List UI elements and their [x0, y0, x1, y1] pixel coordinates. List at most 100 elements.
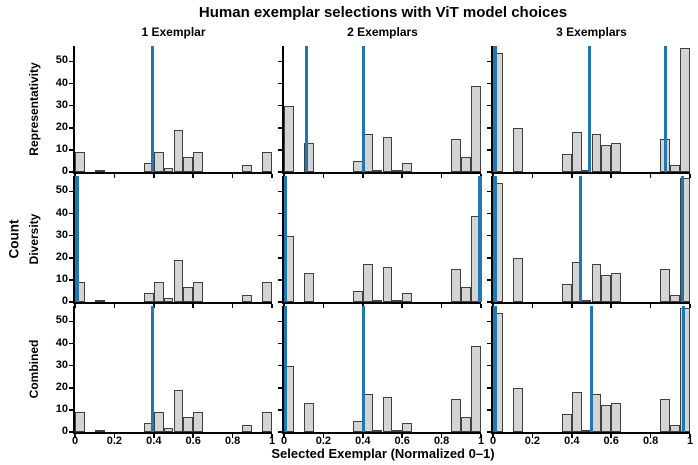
histogram-bar	[561, 284, 572, 302]
y-tick-label: 10	[55, 272, 68, 285]
y-tick-label: 0	[61, 165, 68, 177]
y-tick-mark	[278, 190, 282, 193]
y-tick-mark	[487, 149, 491, 151]
histogram-bar	[591, 264, 602, 302]
y-axis-spine	[73, 306, 75, 434]
x-tick-label: 0.2	[315, 435, 332, 447]
subplot	[493, 176, 690, 302]
y-tick-mark	[69, 190, 73, 193]
column-header: 2 Exemplars	[347, 25, 418, 39]
x-tick-mark	[531, 174, 534, 178]
y-axis-spine	[73, 46, 75, 174]
histogram-bar	[163, 167, 174, 172]
histogram-bar	[352, 290, 363, 302]
y-axis-spine	[282, 306, 284, 434]
x-tick-mark	[480, 304, 482, 308]
histogram-bar	[163, 427, 174, 432]
y-tick-label: 40	[55, 206, 68, 219]
vit-choice-line	[305, 46, 309, 172]
vit-choice-line	[589, 306, 594, 432]
x-tick-label: 0.6	[185, 435, 201, 447]
y-tick-mark	[278, 171, 282, 173]
x-tick-mark	[689, 304, 691, 308]
x-tick-label: 1	[477, 435, 485, 447]
histogram-bar	[670, 295, 681, 302]
histogram-bar	[193, 152, 204, 172]
x-tick-mark	[649, 434, 652, 438]
vit-choice-line	[681, 306, 685, 432]
x-axis-spine	[491, 302, 690, 304]
y-tick-label: 30	[55, 228, 68, 241]
y-tick-mark	[278, 212, 282, 215]
x-tick-mark	[362, 434, 364, 438]
y-tick-mark	[487, 82, 491, 85]
y-tick-mark	[487, 301, 491, 303]
x-axis-spine	[73, 172, 272, 174]
vit-choice-line	[283, 176, 287, 302]
y-tick-label: 30	[55, 98, 68, 111]
x-tick-label: 0.4	[355, 435, 371, 447]
x-tick-label: 0	[489, 435, 497, 447]
histogram-bar	[512, 257, 523, 302]
histogram-bar	[660, 398, 671, 432]
x-tick-label: 0.8	[433, 435, 450, 447]
histogram-bar	[382, 266, 393, 302]
x-axis-spine	[282, 432, 481, 434]
y-tick-mark	[278, 409, 282, 411]
subplot	[283, 306, 481, 432]
histogram-bar	[680, 48, 690, 172]
x-tick-mark	[271, 434, 273, 438]
x-tick-mark	[571, 174, 573, 178]
x-axis-spine	[491, 432, 690, 434]
x-tick-label: 0.4	[146, 435, 162, 447]
histogram-bar	[561, 154, 572, 172]
histogram-bar	[163, 297, 174, 302]
histogram-bar	[471, 345, 481, 432]
histogram-bar	[153, 282, 164, 302]
y-tick-label: 20	[55, 250, 68, 263]
histogram-bar	[461, 416, 472, 432]
x-tick-label: 0	[71, 435, 79, 447]
histogram-bar	[372, 299, 383, 302]
histogram-bar	[173, 390, 184, 432]
x-tick-label: 0.6	[394, 435, 410, 447]
histogram-bar	[382, 396, 393, 432]
x-tick-mark	[153, 434, 155, 438]
x-axis-spine	[282, 172, 481, 174]
x-tick-mark	[271, 304, 273, 308]
row-label: Combined	[27, 339, 41, 399]
y-tick-label: 50	[55, 184, 68, 197]
subplot	[493, 306, 690, 432]
y-axis-spine	[282, 176, 284, 304]
y-tick-mark	[69, 279, 73, 281]
x-axis-label: Selected Exemplar (Normalized 0–1)	[271, 446, 495, 461]
x-tick-mark	[492, 434, 494, 438]
histogram-bar	[451, 268, 462, 302]
y-tick-label: 0	[61, 425, 68, 437]
y-tick-mark	[69, 301, 73, 303]
y-tick-mark	[487, 409, 491, 411]
x-tick-mark	[74, 434, 76, 438]
x-tick-mark	[440, 174, 443, 178]
y-tick-mark	[487, 60, 491, 63]
x-tick-mark	[649, 304, 652, 308]
y-tick-label: 30	[55, 358, 68, 371]
x-tick-mark	[571, 434, 573, 438]
x-axis-spine	[491, 172, 690, 174]
y-tick-mark	[487, 104, 491, 107]
x-tick-mark	[153, 174, 155, 178]
histogram-bar	[94, 299, 105, 302]
y-tick-mark	[487, 234, 491, 237]
y-tick-label: 40	[55, 76, 68, 89]
y-tick-mark	[69, 257, 73, 259]
x-tick-mark	[74, 174, 76, 178]
x-tick-mark	[362, 174, 364, 178]
histogram-bar	[143, 293, 154, 302]
histogram-bar	[382, 136, 393, 172]
y-tick-mark	[69, 212, 73, 215]
histogram-bar	[611, 143, 622, 172]
x-tick-mark	[440, 304, 443, 308]
x-tick-mark	[401, 304, 403, 308]
histogram-bar	[571, 392, 582, 432]
